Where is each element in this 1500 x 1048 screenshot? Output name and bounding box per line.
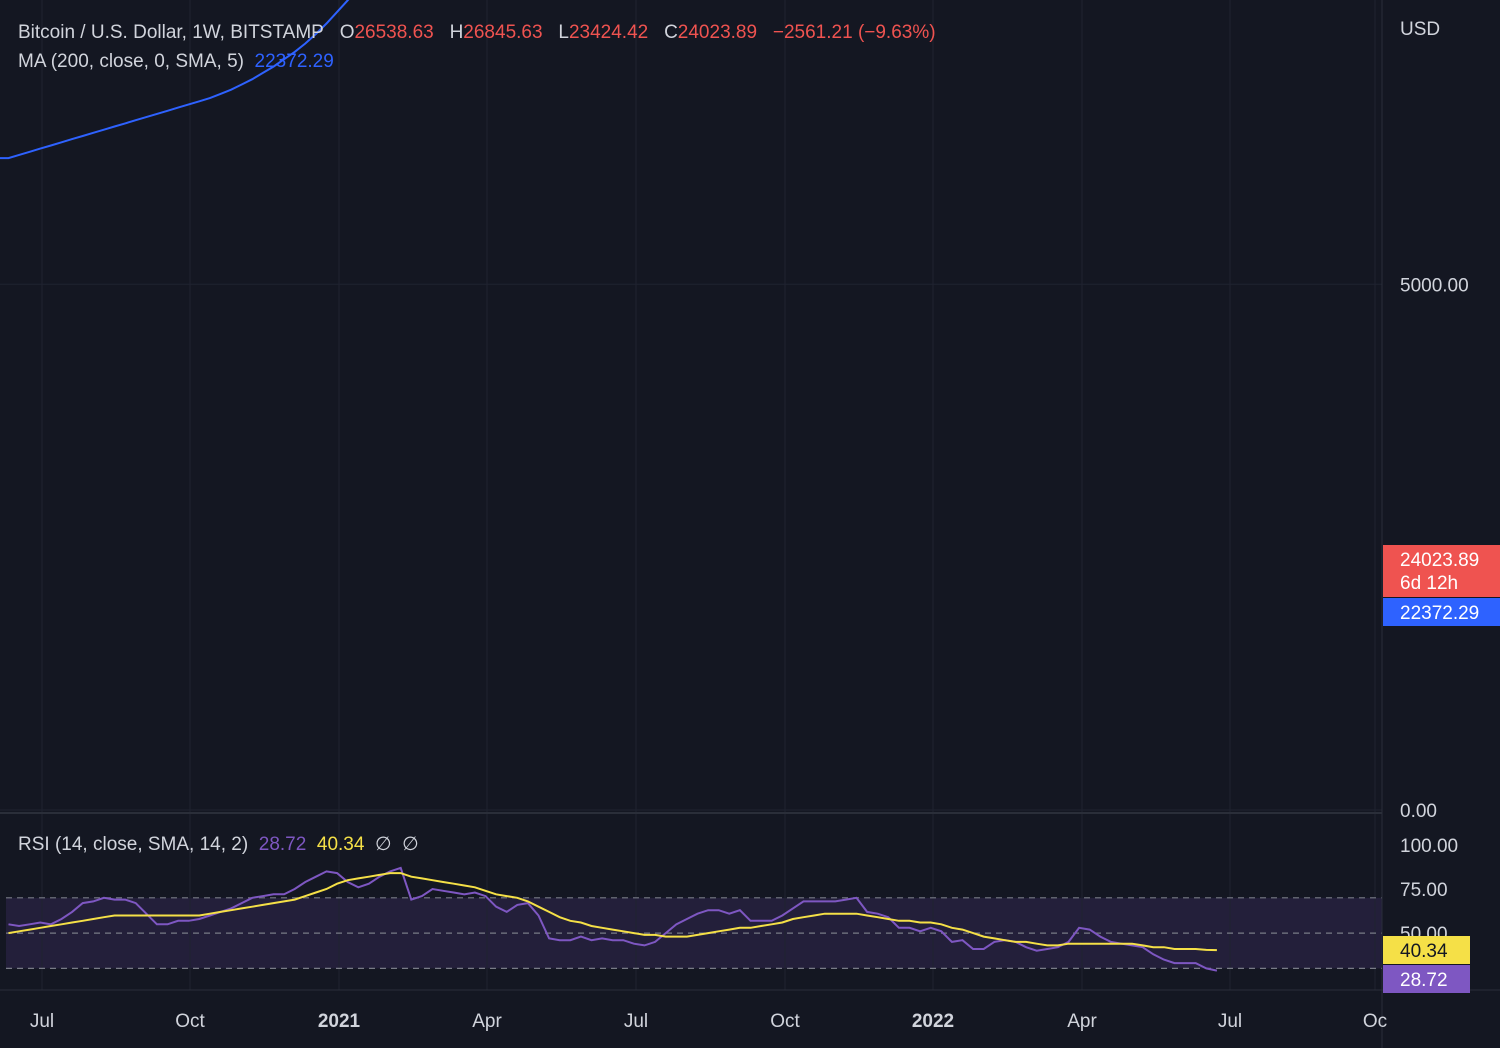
grid — [0, 0, 1382, 990]
price-tick-label: 0.00 — [1400, 801, 1437, 822]
rsi-ma-tag: 40.34 — [1383, 936, 1470, 964]
time-tick-label: Jul — [624, 1011, 648, 1032]
open-value: 26538.63 — [354, 22, 434, 43]
time-tick-label: Oc — [1363, 1011, 1387, 1032]
open-label: O — [339, 22, 355, 43]
price-axis-labels: 70000.0065000.0060000.0055000.0050000.00… — [1400, 275, 1469, 822]
rsi-guides — [6, 897, 1382, 969]
rsi-label: RSI (14, close, SMA, 14, 2) — [18, 834, 249, 855]
rsi-hidden-icon[interactable]: ∅ — [374, 834, 392, 855]
last-price-tag: 24023.89 6d 12h — [1383, 545, 1500, 597]
time-tick-label: Jul — [1218, 1011, 1242, 1032]
currency-label: USD — [1400, 19, 1440, 40]
svg-text:28.72: 28.72 — [1400, 970, 1448, 991]
rsi-ma-value: 40.34 — [316, 834, 365, 855]
rsi-tick-label: 75.00 — [1400, 880, 1448, 901]
symbol-legend[interactable]: Bitcoin / U.S. Dollar, 1W, BITSTAMP O265… — [18, 22, 936, 44]
ma-legend[interactable]: MA (200, close, 0, SMA, 5) 22372.29 — [18, 51, 334, 73]
change-value: −2561.21 (−9.63%) — [772, 22, 936, 43]
close-value: 24023.89 — [677, 22, 758, 43]
time-tick-label: Apr — [1067, 1011, 1097, 1032]
svg-text:6d 12h: 6d 12h — [1400, 573, 1458, 594]
svg-text:22372.29: 22372.29 — [1400, 603, 1479, 624]
rsi-ma-line — [8, 872, 1217, 952]
price-tick-label: 5000.00 — [1400, 275, 1469, 296]
time-tick-label: Jul — [30, 1011, 54, 1032]
time-axis-labels: Jul Oct 2021 Apr Jul Oct 2022 Apr Jul Oc — [30, 1011, 1387, 1032]
ma-price-tag: 22372.29 — [1383, 598, 1500, 626]
rsi-tag: 28.72 — [1383, 965, 1470, 993]
time-tick-label: 2021 — [318, 1011, 361, 1032]
time-tick-label: Oct — [770, 1011, 800, 1032]
close-label: C — [664, 22, 678, 43]
svg-text:40.34: 40.34 — [1400, 941, 1448, 962]
rsi-tick-label: 100.00 — [1400, 836, 1458, 857]
time-tick-label: Oct — [175, 1011, 205, 1032]
high-value: 26845.63 — [463, 22, 543, 43]
low-label: L — [558, 22, 569, 43]
ma-label: MA (200, close, 0, SMA, 5) — [18, 51, 244, 72]
rsi-value: 28.72 — [258, 834, 307, 855]
ma-value: 22372.29 — [254, 51, 334, 72]
svg-text:24023.89: 24023.89 — [1400, 550, 1479, 571]
rsi-hidden-icon-2[interactable]: ∅ — [402, 834, 419, 855]
high-label: H — [449, 22, 464, 43]
symbol-title: Bitcoin / U.S. Dollar, 1W, BITSTAMP — [18, 22, 324, 43]
time-tick-label: Apr — [472, 1011, 502, 1032]
rsi-legend[interactable]: RSI (14, close, SMA, 14, 2) 28.72 40.34 … — [18, 833, 419, 856]
time-tick-label: 2022 — [912, 1011, 954, 1032]
ma-line — [0, 0, 350, 160]
low-value: 23424.42 — [568, 22, 649, 43]
